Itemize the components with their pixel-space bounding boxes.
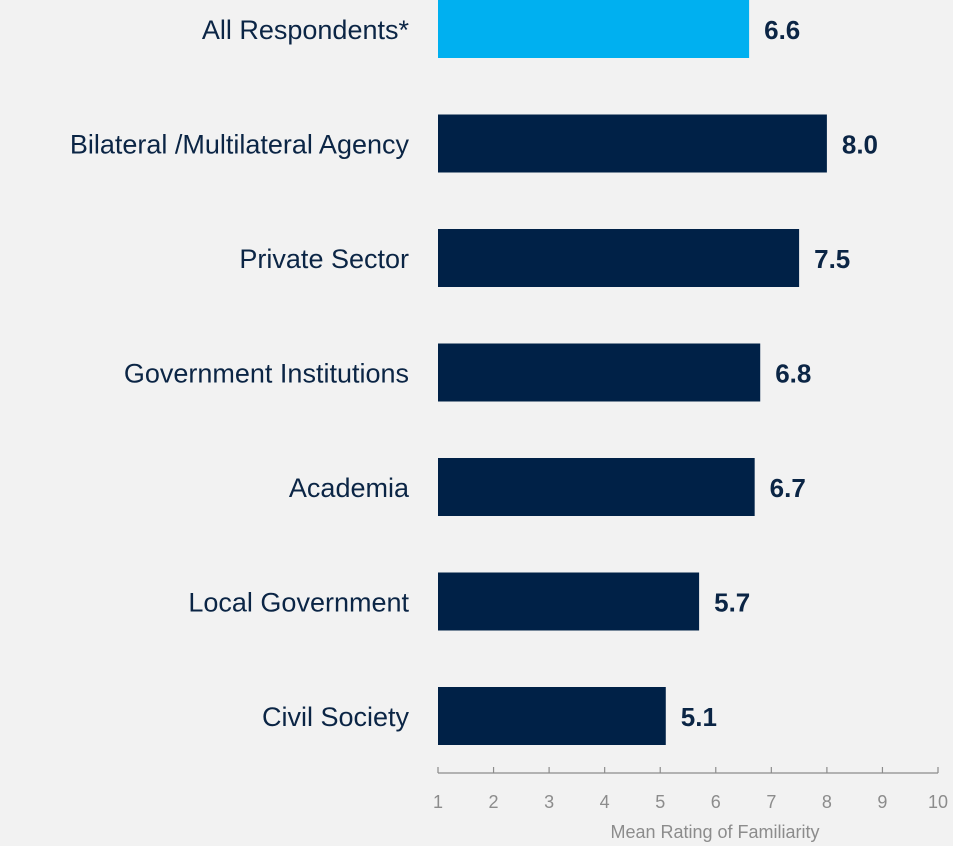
x-tick-label: 3 [544, 792, 554, 812]
bars-layer [438, 0, 827, 745]
bar [438, 572, 700, 631]
category-label: Bilateral /Multilateral Agency [70, 130, 410, 160]
x-tick-label: 7 [766, 792, 776, 812]
value-label: 6.7 [770, 473, 806, 503]
x-tick-label: 6 [711, 792, 721, 812]
x-tick-label: 9 [877, 792, 887, 812]
bar [438, 229, 800, 287]
value-label: 6.6 [764, 15, 800, 45]
value-label: 5.1 [681, 702, 717, 732]
category-label: Private Sector [239, 244, 409, 274]
bar [438, 0, 750, 58]
category-label: Government Institutions [124, 359, 409, 389]
labels-layer: All Respondents* 6.6 Bilateral /Multilater… [70, 15, 878, 732]
x-axis: 1 2 3 4 5 6 7 8 9 10 [433, 767, 948, 812]
category-label: Local Government [188, 588, 409, 618]
x-tick-label: 4 [600, 792, 610, 812]
x-tick-label: 8 [822, 792, 832, 812]
value-label: 7.5 [814, 244, 850, 274]
x-axis-title: Mean Rating of Familiarity [610, 822, 819, 842]
x-tick-label: 2 [489, 792, 499, 812]
bar [438, 114, 827, 173]
category-label: Civil Society [262, 702, 410, 732]
value-label: 5.7 [714, 588, 750, 618]
value-label: 6.8 [775, 359, 811, 389]
category-label: Academia [289, 473, 410, 503]
x-tick-label: 1 [433, 792, 443, 812]
bar [438, 343, 761, 402]
bar [438, 687, 666, 745]
x-tick-label: 5 [655, 792, 665, 812]
category-label: All Respondents* [202, 15, 410, 45]
value-label: 8.0 [842, 130, 878, 160]
x-tick-label: 10 [928, 792, 948, 812]
bar [438, 458, 755, 516]
